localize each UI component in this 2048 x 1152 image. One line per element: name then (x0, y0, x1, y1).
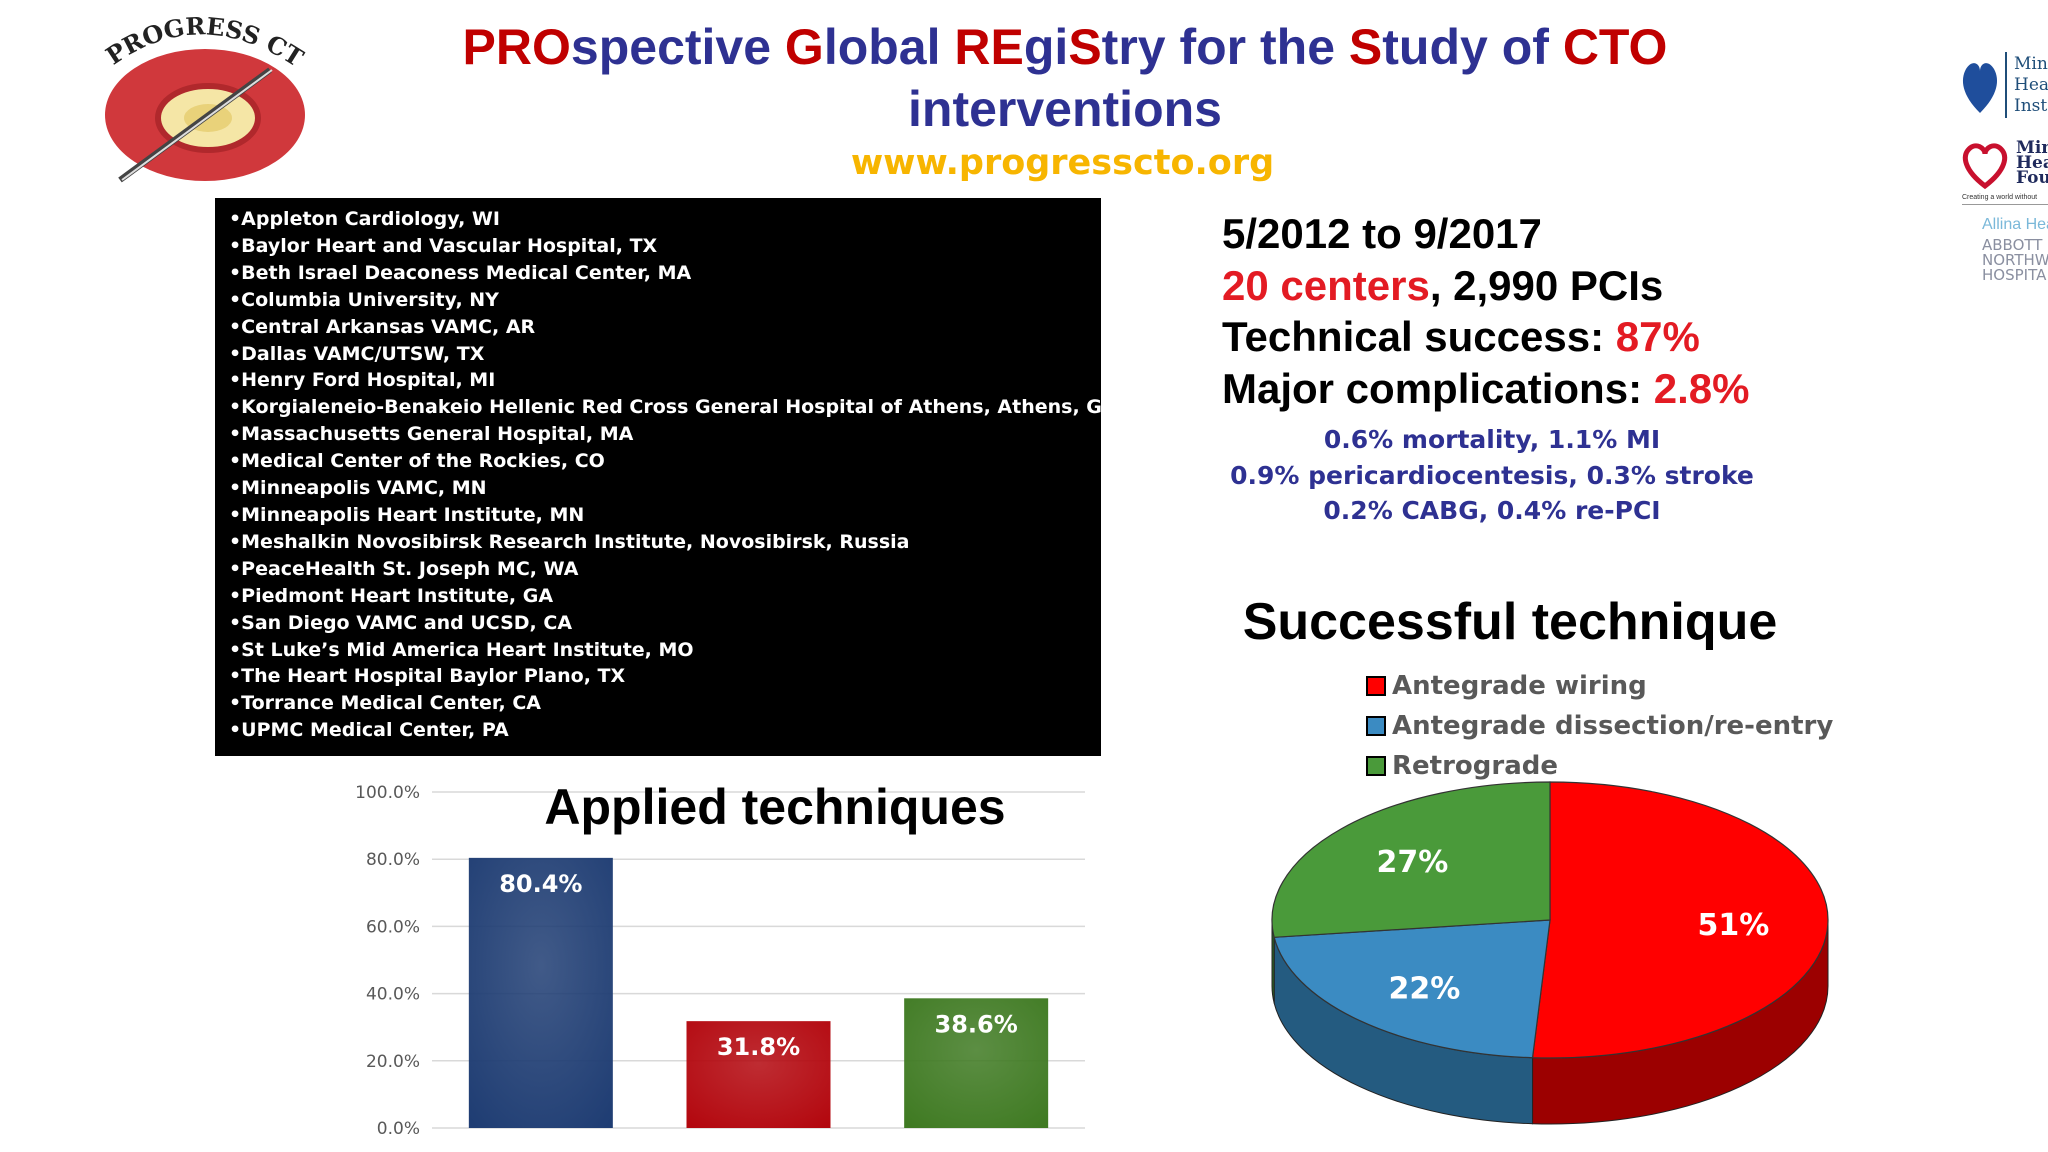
center-item: •Columbia University, NY (229, 288, 499, 311)
bar (904, 998, 1049, 1128)
centers-list: •Appleton Cardiology, WI •Baylor Heart an… (215, 198, 1162, 756)
center-item: •Torrance Medical Center, CA (229, 692, 541, 715)
legend-item: Retrograde (1366, 746, 1833, 786)
center-item: •PeaceHealth St. Joseph MC, WA (229, 557, 579, 580)
center-item: •St Luke’s Mid America Heart Institute, … (229, 638, 694, 661)
legend-swatch (1366, 716, 1386, 736)
legend-item: Antegrade dissection/re-entry (1366, 706, 1833, 746)
title-segment: gi (1023, 19, 1069, 75)
pie-value-label: 51% (1697, 908, 1769, 943)
center-item: •Minneapolis VAMC, MN (229, 477, 487, 500)
y-tick-label: 80.0% (366, 850, 420, 870)
title-segment: PRO (462, 19, 571, 75)
centers-count: 20 centers (1222, 261, 1430, 309)
pie-value-label: 27% (1376, 845, 1448, 880)
legend-swatch (1366, 676, 1386, 696)
technical-success-value: 87% (1615, 313, 1700, 360)
title-line-2: interventions (908, 81, 1222, 137)
slide-title: PROspective Global REgiStry for the Stud… (330, 16, 1800, 140)
pci-count: , 2,990 PCIs (1429, 261, 1664, 309)
legend-label: Retrograde (1392, 751, 1558, 781)
bar-chart-title: Applied techniques (544, 779, 1006, 835)
pie-slice (1271, 781, 1551, 938)
pie-legend: Antegrade wiring Antegrade dissection/re-… (1366, 666, 1833, 786)
registry-stats: 5/2012 to 9/2017 20 centers, 2,990 PCIs … (1222, 208, 1749, 414)
bar-value-label: 38.6% (935, 1010, 1018, 1038)
website-url[interactable]: www.progresscto.org (850, 143, 1275, 183)
major-complications-value: 2.8% (1653, 364, 1750, 412)
title-line-1: PROspective Global REgiStry for the Stud… (330, 16, 1800, 78)
pie-slice (1531, 781, 1829, 1059)
bar (686, 1021, 831, 1128)
title-segment: tudy of (1382, 19, 1563, 75)
center-item: •Piedmont Heart Institute, GA (229, 584, 554, 607)
complication-line: 0.9% pericardiocentesis, 0.3% stroke (1230, 460, 1754, 490)
foundation-heart-logo-icon (1962, 143, 2008, 190)
logo-divider-2 (1962, 204, 2048, 205)
title-segment: S (1068, 19, 1102, 75)
foundation-logo-text: Min Hea Fou (2016, 138, 2048, 188)
title-segment: RE (954, 19, 1024, 75)
center-item: •Beth Israel Deaconess Medical Center, M… (229, 261, 692, 284)
complication-details: 0.6% mortality, 1.1% MI 0.9% pericardioc… (1222, 422, 1762, 529)
y-tick-label: 40.0% (366, 985, 420, 1005)
legend-swatch (1366, 756, 1386, 776)
y-tick-label: 60.0% (366, 917, 420, 937)
center-item: •Henry Ford Hospital, MI (229, 369, 496, 392)
pie-chart-title: Successful technique (1242, 593, 1778, 651)
pie-slice (1273, 919, 1551, 1059)
applied-techniques-bar-chart: 0.0% 20.0% 40.0% 60.0% 80.0% 100.0% 80.4% 31.8%… (355, 783, 1085, 1139)
major-complications: Major complications: 2.8% (1222, 364, 1750, 412)
center-item: •Korgialeneio-Benakeio Hellenic Red Cros… (229, 396, 1162, 419)
bar-value-label: 80.4% (499, 870, 582, 898)
bar-value-label: 31.8% (717, 1033, 800, 1061)
center-item: •Minneapolis Heart Institute, MN (229, 503, 585, 526)
successful-technique-pie-chart: 51% 22% 27% (1271, 781, 1829, 1125)
complication-line: 0.6% mortality, 1.1% MI (1323, 425, 1661, 454)
allina-logo-text: Allina Hea (1982, 216, 2048, 233)
title-segment: try for the (1101, 19, 1349, 75)
centers-and-pcis: 20 centers, 2,990 PCIs (1222, 260, 1749, 312)
abbott-logo-text: ABBOTT NORTHW HOSPITA (1982, 236, 2048, 284)
study-period: 5/2012 to 9/2017 (1222, 210, 1542, 257)
minneapolis-institute-logo-text: Min Hea Inst (2014, 54, 2048, 116)
center-item: •Central Arkansas VAMC, AR (229, 315, 536, 338)
title-segment: lobal (823, 19, 955, 75)
y-tick-label: 0.0% (377, 1119, 420, 1139)
complication-line: 0.2% CABG, 0.4% re-PCI (1323, 496, 1661, 525)
heart-institute-logo-icon (1962, 63, 1998, 113)
center-item: •Medical Center of the Rockies, CO (229, 450, 605, 473)
bar (468, 857, 613, 1128)
foundation-tagline: Creating a world without (1962, 194, 2038, 201)
technical-success: Technical success: 87% (1222, 313, 1700, 360)
pie-value-label: 22% (1388, 971, 1460, 1006)
center-item: •Baylor Heart and Vascular Hospital, TX (229, 234, 658, 257)
title-segment: CTO (1562, 19, 1668, 75)
center-item: •San Diego VAMC and UCSD, CA (229, 611, 573, 634)
center-item: •Massachusetts General Hospital, MA (229, 423, 634, 446)
title-segment: spective (570, 19, 785, 75)
progress-cto-logo: PROGRESS CTO (90, 10, 309, 183)
legend-label: Antegrade dissection/re-entry (1392, 711, 1834, 741)
title-segment: S (1348, 19, 1383, 75)
legend-label: Antegrade wiring (1392, 671, 1647, 701)
center-item: •Appleton Cardiology, WI (229, 208, 500, 230)
logo-divider (2005, 52, 2007, 118)
center-item: •Meshalkin Novosibirsk Research Institut… (229, 530, 910, 553)
legend-item: Antegrade wiring (1366, 666, 1833, 706)
center-item: •Dallas VAMC/UTSW, TX (229, 342, 485, 365)
center-item: •The Heart Hospital Baylor Plano, TX (229, 665, 626, 688)
center-item: •UPMC Medical Center, PA (229, 719, 509, 742)
y-tick-label: 20.0% (366, 1052, 420, 1072)
y-tick-label: 100.0% (355, 783, 420, 803)
title-segment: G (784, 19, 824, 75)
